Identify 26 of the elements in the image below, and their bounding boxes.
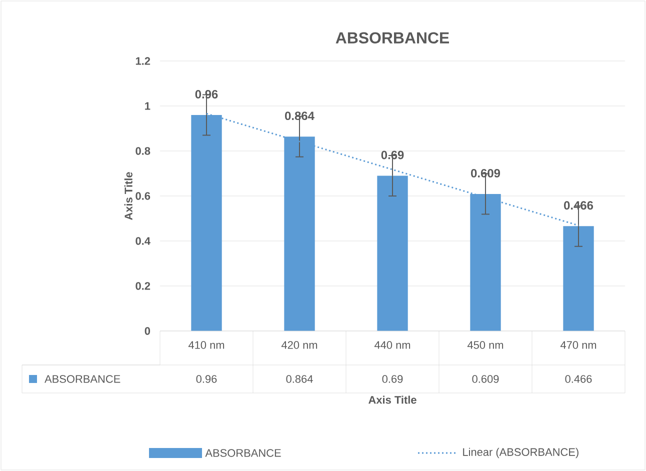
y-tick-label: 0.8 [136,147,150,155]
y-tick-label: 0.6 [136,192,150,200]
x-tick-label: 420 nm [281,341,318,349]
legend-label: ABSORBANCE [44,375,120,383]
text: 0.96 [195,90,218,98]
x-tick-label: 410 nm [188,341,224,349]
chart-title: ABSORBANCE [336,32,449,44]
legend-label: Linear (ABSORBANCE) [463,448,578,458]
x-tick-label: 450 nm [467,341,504,349]
y-tick-label: 0.2 [136,282,150,290]
data-label: 0.864 [286,375,313,383]
y-tick-label: 1 [145,102,150,110]
data-label: 0.466 [565,375,592,383]
y-tick-label: 0 [144,327,150,335]
x-tick-label: 440 nm [374,341,410,349]
data-label: 0.609 [472,375,499,383]
y-tick-label: 1.2 [136,57,150,65]
text: 0.609 [471,168,500,178]
y-tick-label: 0.4 [136,237,150,245]
x-axis-title: Axis Title [368,396,416,404]
text: ABSORBANCE [205,449,281,457]
data-label: 0.69 [382,375,403,383]
x-tick-label: 470 nm [560,341,596,349]
data-label: 0.96 [196,375,217,383]
text: 0.466 [564,201,594,210]
y-axis-title: Axis Title [124,172,132,220]
